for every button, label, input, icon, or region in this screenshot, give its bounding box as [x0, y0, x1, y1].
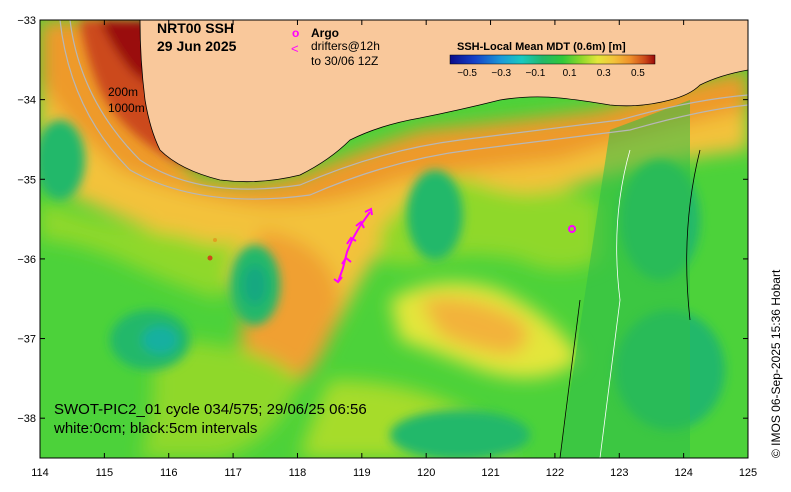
isobath-label-200: 200m — [108, 85, 138, 99]
colorbar-tick-label: −0.1 — [526, 68, 546, 79]
y-tick-label: −35 — [17, 174, 36, 186]
colorbar-tick-label: 0.5 — [631, 68, 645, 79]
colorbar: SSH-Local Mean MDT (0.6m) [m] −0.5 −0.3 −0… — [449, 41, 656, 79]
x-tick-label: 119 — [353, 467, 371, 479]
isobath-label-1000: 1000m — [108, 101, 145, 115]
x-tick-label: 117 — [224, 467, 242, 479]
y-tick-label: −34 — [17, 95, 36, 107]
title-line-1: NRT00 SSH — [157, 20, 234, 36]
y-tick-label: −38 — [17, 413, 36, 425]
swot-note-line-1: SWOT-PIC2_01 cycle 034/575; 29/06/25 06:… — [54, 401, 367, 418]
x-tick-label: 125 — [739, 467, 757, 479]
colorbar-tick-label: −0.3 — [491, 68, 511, 79]
drifter-label-1: drifters@12h — [311, 39, 380, 53]
x-tick-label: 116 — [160, 467, 178, 479]
argo-symbol: o — [292, 26, 299, 40]
drifter-tracks — [333, 207, 373, 284]
x-tick-label: 123 — [610, 467, 628, 479]
x-tick-label: 122 — [546, 467, 564, 479]
plot-frame — [39, 19, 749, 459]
drifter-label-2: to 30/06 12Z — [311, 54, 378, 68]
x-axis: 114 115 116 117 118 119 120 121 122 123 124 125 — [31, 20, 757, 479]
y-axis: −33 −34 −35 −36 −37 −38 — [17, 15, 748, 425]
x-tick-label: 121 — [481, 467, 499, 479]
x-tick-label: 114 — [31, 467, 49, 479]
x-tick-label: 120 — [417, 467, 435, 479]
colorbar-title: SSH-Local Mean MDT (0.6m) [m] — [457, 41, 626, 53]
y-tick-label: −37 — [17, 334, 36, 346]
swot-note-line-2: white:0cm; black:5cm intervals — [53, 420, 257, 437]
credit-text: © IMOS 06-Sep-2025 15:36 Hobart — [769, 269, 783, 458]
x-tick-label: 118 — [289, 467, 307, 479]
drifter-symbol: < — [291, 41, 299, 56]
x-tick-label: 115 — [96, 467, 114, 479]
title-line-2: 29 Jun 2025 — [157, 38, 237, 54]
colorbar-ramp — [449, 54, 656, 65]
y-tick-label: −33 — [17, 15, 36, 27]
colorbar-tick-label: −0.5 — [457, 68, 477, 79]
colorbar-tick-label: 0.1 — [563, 68, 577, 79]
colorbar-ticks: −0.5 −0.3 −0.1 0.1 0.3 0.5 — [457, 68, 645, 79]
colorbar-tick-label: 0.3 — [597, 68, 611, 79]
x-tick-label: 124 — [674, 467, 692, 479]
y-tick-label: −36 — [17, 254, 36, 266]
argo-floats — [207, 225, 576, 261]
argo-label: Argo — [311, 26, 339, 40]
